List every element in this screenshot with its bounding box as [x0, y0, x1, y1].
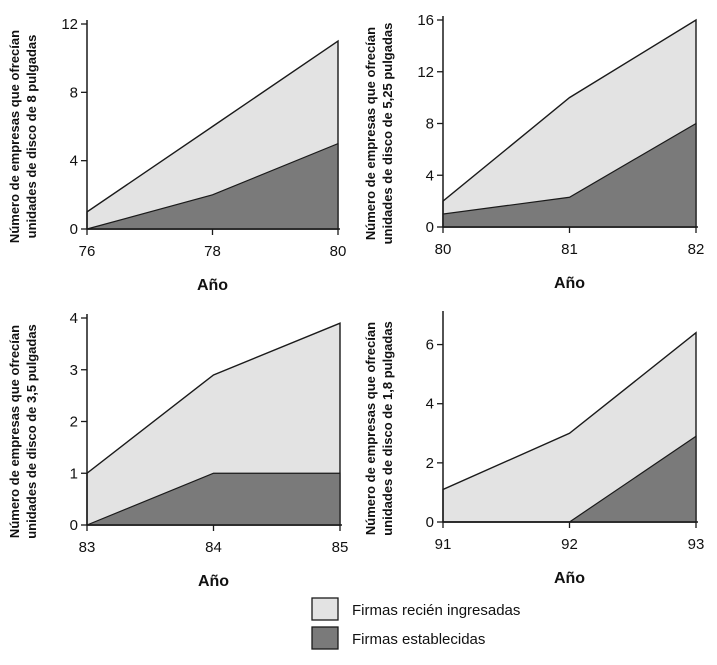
- x-tick-label: 80: [330, 243, 347, 260]
- y-tick-label: 4: [70, 310, 78, 327]
- legend-label-1: Firmas recién ingresadas: [352, 602, 520, 619]
- x-tick-label: 84: [205, 539, 222, 556]
- y-tick-label: 1: [70, 465, 78, 482]
- y-axis-label-line-2: unidades de disco de 1,8 pulgadas: [380, 321, 395, 536]
- y-axis-label-line-1: Número de empresas que ofrecían: [7, 325, 22, 538]
- y-tick-label: 2: [70, 414, 78, 431]
- y-tick-label: 8: [70, 84, 78, 101]
- legend: Firmas recién ingresadas Firmas estableci…: [311, 597, 520, 650]
- x-tick-label: 82: [688, 241, 705, 258]
- x-axis-label: Año: [198, 573, 229, 590]
- y-axis-label-line-1: Número de empresas que ofrecían: [363, 322, 378, 535]
- y-tick-label: 0: [426, 514, 434, 531]
- chart-panel-2: 0 4 8 12 16 80 81 82 Año Número de empresas que o…: [363, 12, 704, 292]
- x-tick-label: 83: [79, 539, 96, 556]
- x-tick-label: 92: [561, 536, 578, 553]
- y-tick-label: 0: [70, 221, 78, 238]
- y-tick-label: 8: [426, 116, 434, 133]
- x-tick-label: 76: [79, 243, 96, 260]
- y-tick-label: 2: [426, 455, 434, 472]
- x-tick-label: 91: [435, 536, 452, 553]
- legend-label-2: Firmas establecidas: [352, 631, 485, 648]
- x-tick-label: 80: [435, 241, 452, 258]
- x-tick-label: 78: [204, 243, 221, 260]
- chart-panel-3: 0 1 2 3 4 83 84 85 Año Número de empresas que ofr…: [7, 310, 348, 590]
- y-tick-label: 0: [426, 219, 434, 236]
- y-axis-label-line-1: Número de empresas que ofrecían: [7, 30, 22, 243]
- legend-swatch-2: [311, 626, 339, 650]
- y-tick-label: 3: [70, 362, 78, 379]
- x-tick-label: 85: [332, 539, 349, 556]
- y-tick-label: 4: [426, 396, 434, 413]
- chart-panel-4: 0 2 4 6 91 92 93 Año Número de empresas que ofre…: [363, 311, 704, 587]
- y-axis-label-line-2: unidades de disco de 3,5 pulgadas: [24, 324, 39, 539]
- x-axis-label: Año: [197, 277, 228, 294]
- x-axis-label: Año: [554, 570, 585, 587]
- y-axis-label-line-2: unidades de disco de 5,25 pulgadas: [380, 23, 395, 245]
- x-tick-label: 93: [688, 536, 705, 553]
- chart-panel-1: 0 4 8 12 76 78 80 Año Número de empresas que ofr…: [7, 16, 346, 294]
- y-tick-label: 12: [61, 16, 78, 33]
- y-tick-label: 16: [417, 12, 434, 29]
- y-tick-label: 4: [70, 153, 78, 170]
- x-axis-label: Año: [554, 275, 585, 292]
- y-axis-label-line-2: unidades de disco de 8 pulgadas: [24, 35, 39, 239]
- y-tick-label: 4: [426, 167, 434, 184]
- y-tick-label: 0: [70, 517, 78, 534]
- legend-swatch-1: [311, 597, 339, 621]
- y-axis-label-line-1: Número de empresas que ofrecían: [363, 27, 378, 240]
- x-tick-label: 81: [561, 241, 578, 258]
- y-tick-label: 12: [417, 64, 434, 81]
- y-tick-label: 6: [426, 337, 434, 354]
